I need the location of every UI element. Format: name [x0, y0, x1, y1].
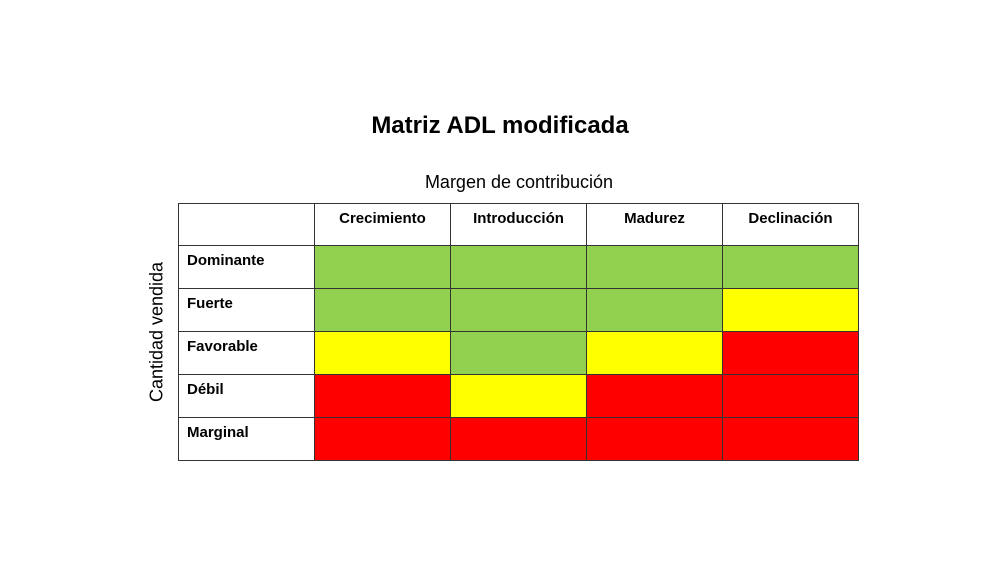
- matrix-cell: [314, 288, 451, 332]
- header-row: Crecimiento Introducción Madurez Declina…: [178, 203, 859, 246]
- matrix-cell: [586, 288, 723, 332]
- matrix-cell: [722, 288, 859, 332]
- matrix-cell: [586, 374, 723, 418]
- matrix-cell: [450, 417, 587, 461]
- matrix-cell: [450, 288, 587, 332]
- matrix-cell: [586, 245, 723, 289]
- row-header: Marginal: [178, 417, 315, 461]
- matrix-cell: [722, 245, 859, 289]
- matrix-cell: [314, 245, 451, 289]
- matrix-cell: [586, 417, 723, 461]
- matrix-cell: [450, 331, 587, 375]
- matrix-cell: [722, 417, 859, 461]
- column-header: Introducción: [450, 203, 587, 246]
- matrix-cell: [586, 331, 723, 375]
- matrix-cell: [450, 374, 587, 418]
- row-header: Fuerte: [178, 288, 315, 332]
- x-axis-label: Margen de contribución: [424, 172, 614, 192]
- adl-matrix: Crecimiento Introducción Madurez Declina…: [178, 203, 859, 461]
- column-header: Declinación: [722, 203, 859, 246]
- matrix-cell: [314, 331, 451, 375]
- row-header: Favorable: [178, 331, 315, 375]
- matrix-cell: [314, 417, 451, 461]
- matrix-cell: [722, 374, 859, 418]
- matrix-row: Marginal: [178, 417, 859, 461]
- y-axis-label: Cantidad vendida: [146, 261, 167, 403]
- row-header: Débil: [178, 374, 315, 418]
- matrix-row: Fuerte: [178, 288, 859, 332]
- matrix-row: Favorable: [178, 331, 859, 375]
- column-header: Madurez: [586, 203, 723, 246]
- matrix-cell: [722, 331, 859, 375]
- corner-cell: [178, 203, 315, 246]
- matrix-title: Matriz ADL modificada: [371, 112, 629, 139]
- matrix-cell: [314, 374, 451, 418]
- matrix-row: Dominante: [178, 245, 859, 289]
- column-header: Crecimiento: [314, 203, 451, 246]
- matrix-row: Débil: [178, 374, 859, 418]
- row-header: Dominante: [178, 245, 315, 289]
- matrix-cell: [450, 245, 587, 289]
